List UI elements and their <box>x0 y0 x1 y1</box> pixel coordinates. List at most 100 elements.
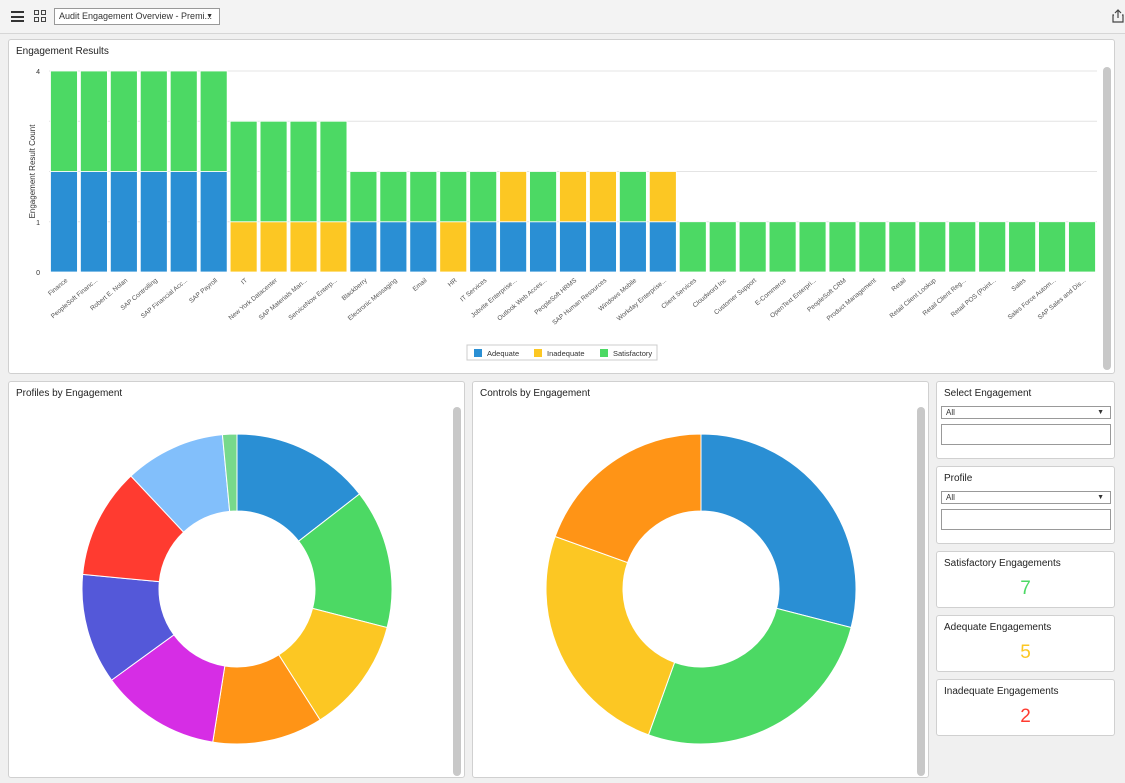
bar-satisfactory <box>619 171 647 223</box>
y-axis-label: Engagement Result Count <box>28 124 37 219</box>
bar-satisfactory <box>1068 221 1096 273</box>
chevron-down-icon: ▼ <box>206 13 213 20</box>
x-tick-label: Electronic Messaging <box>347 277 399 322</box>
profile-input[interactable] <box>941 509 1111 530</box>
satisfactory-engagements-label: Satisfactory Engagements <box>944 558 1061 569</box>
bar-satisfactory <box>888 221 917 273</box>
profiles-title: Profiles by Engagement <box>16 388 123 399</box>
profiles-by-engagement-panel: Profiles by Engagement <box>8 381 465 778</box>
bar-panel-scrollbar[interactable] <box>1103 67 1111 370</box>
x-tick-label: Finance <box>47 277 70 297</box>
bar-satisfactory <box>469 171 498 223</box>
bar-inadequate <box>589 171 617 223</box>
bar-satisfactory <box>529 171 557 223</box>
y-tick-label: 0 <box>36 270 40 277</box>
bar-adequate <box>648 221 677 273</box>
bar-satisfactory <box>828 221 857 273</box>
adequate-engagements-value: 5 <box>1020 642 1031 663</box>
profiles-panel-scrollbar[interactable] <box>453 407 461 776</box>
bar-satisfactory <box>1038 221 1066 273</box>
bar-satisfactory <box>409 171 438 223</box>
select-engagement-value: All <box>946 408 955 417</box>
bar-inadequate <box>499 171 527 223</box>
bar-adequate <box>169 171 198 273</box>
controls-by-engagement-panel: Controls by Engagement <box>472 381 929 778</box>
bar-satisfactory <box>139 70 168 172</box>
profile-filter-panel: Profile All ▼ <box>936 466 1115 544</box>
bar-adequate <box>80 171 108 273</box>
bar-satisfactory <box>918 221 947 273</box>
legend-label-adequate: Adequate <box>487 349 519 358</box>
controls-donut-chart <box>545 433 857 745</box>
bar-adequate <box>409 221 438 273</box>
bar-satisfactory <box>199 70 228 172</box>
bar-adequate <box>349 221 378 273</box>
profile-value: All <box>946 493 955 502</box>
bar-satisfactory <box>259 120 288 223</box>
legend-label-satisfactory: Satisfactory <box>613 349 652 358</box>
bar-satisfactory <box>349 171 378 223</box>
bar-adequate <box>139 171 168 273</box>
bar-adequate <box>469 221 498 273</box>
dashboard-select[interactable]: Audit Engagement Overview - Premi... ▼ <box>54 8 220 25</box>
chart-legend: Adequate Inadequate Satisfactory <box>466 344 658 361</box>
profile-filter-title: Profile <box>944 473 973 484</box>
bar-satisfactory <box>439 171 468 223</box>
bar-satisfactory <box>978 221 1007 273</box>
bar-inadequate <box>559 171 587 223</box>
select-engagement-title: Select Engagement <box>944 388 1032 399</box>
x-tick-label: Blackberry <box>341 277 370 303</box>
profile-dropdown[interactable]: All ▼ <box>941 491 1111 504</box>
bar-satisfactory <box>768 221 797 273</box>
x-tick-label: Retail <box>890 277 908 293</box>
bar-satisfactory <box>948 221 977 273</box>
chevron-down-icon: ▼ <box>1097 409 1104 416</box>
engagement-results-title: Engagement Results <box>16 46 109 57</box>
select-engagement-input[interactable] <box>941 424 1111 445</box>
engagement-results-panel: Engagement Results 0 1 4 Engagement Result … <box>8 39 1115 374</box>
legend-swatch-inadequate <box>534 349 542 357</box>
x-tick-label: Outlook Web Acces... <box>496 277 548 322</box>
bar-satisfactory <box>678 221 707 273</box>
legend-swatch-adequate <box>474 349 482 357</box>
controls-title: Controls by Engagement <box>480 388 591 399</box>
x-tick-label: New York Datacenter <box>228 277 280 322</box>
donut-slice <box>221 433 238 512</box>
bar-inadequate <box>289 221 318 273</box>
bar-inadequate <box>648 171 677 223</box>
satisfactory-engagements-card: Satisfactory Engagements 7 <box>936 551 1115 608</box>
bar-satisfactory <box>50 70 78 172</box>
bar-satisfactory <box>169 70 198 172</box>
donut-slice <box>700 433 857 629</box>
bar-adequate <box>199 171 228 273</box>
select-engagement-dropdown[interactable]: All ▼ <box>941 406 1111 419</box>
bar-satisfactory <box>798 221 827 273</box>
donut-slice <box>545 535 676 736</box>
select-engagement-panel: Select Engagement All ▼ <box>936 381 1115 459</box>
donut-slice <box>554 433 702 564</box>
bar-satisfactory <box>1008 221 1037 273</box>
top-toolbar: Audit Engagement Overview - Premi... ▼ <box>0 0 1125 34</box>
bar-adequate <box>559 221 587 273</box>
legend-box <box>466 344 658 361</box>
dashboard-grid-icon[interactable] <box>34 10 47 23</box>
share-icon[interactable] <box>1112 9 1124 23</box>
legend-swatch-satisfactory <box>600 349 608 357</box>
legend-label-inadequate: Inadequate <box>547 349 585 358</box>
bar-inadequate <box>229 221 258 273</box>
donut-slice <box>647 607 852 745</box>
y-tick-label: 4 <box>36 69 40 76</box>
x-tick-label: Product Management <box>826 277 878 322</box>
hamburger-menu-icon[interactable] <box>11 11 24 22</box>
adequate-engagements-card: Adequate Engagements 5 <box>936 615 1115 672</box>
bar-adequate <box>499 221 527 273</box>
bar-inadequate <box>319 221 348 273</box>
dashboard-select-value: Audit Engagement Overview - Premi... <box>59 11 213 21</box>
controls-panel-scrollbar[interactable] <box>917 407 925 776</box>
satisfactory-engagements-value: 7 <box>1020 578 1031 599</box>
bar-inadequate <box>439 221 468 273</box>
x-tick-label: Email <box>412 277 429 293</box>
bar-satisfactory <box>708 221 737 273</box>
bar-satisfactory <box>858 221 887 273</box>
